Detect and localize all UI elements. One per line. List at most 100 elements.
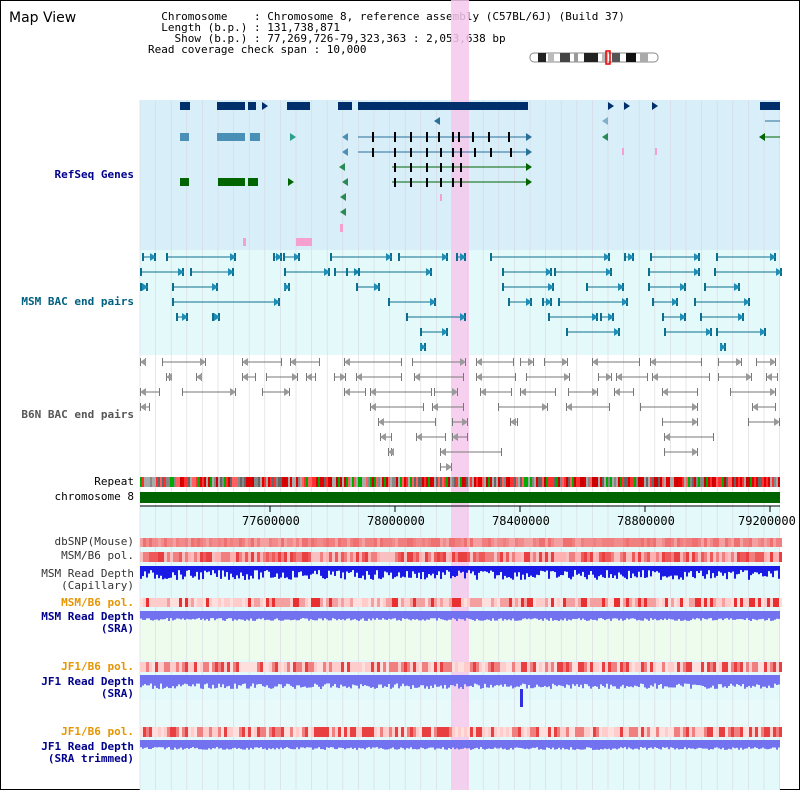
depth-bar: [210, 611, 212, 619]
pol-segment: [530, 662, 533, 672]
track-label-msm-depth-sra[interactable]: MSM Read Depth: [41, 610, 134, 623]
pol-segment: [485, 727, 488, 737]
pol-segment: [638, 727, 641, 737]
depth-bar: [688, 611, 690, 621]
track-label-jf1-b6-pol[interactable]: JF1/B6 pol.: [61, 660, 134, 673]
pol-segment: [374, 727, 377, 737]
depth-bar: [610, 566, 612, 575]
depth-bar: [580, 611, 582, 621]
depth-bar: [454, 740, 456, 750]
pol-segment: [569, 727, 572, 737]
depth-bar: [570, 740, 572, 748]
depth-bar: [426, 675, 428, 687]
strand-arrow: [694, 268, 700, 276]
repeat-segment: [760, 477, 762, 487]
depth-bar: [778, 675, 780, 685]
depth-bar: [286, 675, 288, 684]
track-label-msm-depth-capillary[interactable]: MSM Read Depth: [41, 567, 134, 580]
depth-bar: [366, 675, 368, 686]
dbsnp-segment: [653, 538, 656, 547]
pol-segment: [377, 727, 380, 737]
depth-bar: [518, 566, 520, 573]
pol-segment: [566, 662, 569, 672]
pol-segment: [254, 727, 257, 737]
strand-arrow: [476, 373, 482, 381]
pol-segment: [701, 727, 704, 737]
depth-bar: [768, 566, 770, 572]
track-label-jf1-depth-trimmed[interactable]: JF1 Read Depth: [41, 740, 134, 753]
pol-segment: [383, 662, 386, 672]
repeat-segment: [390, 477, 392, 487]
bac-end-marker: [266, 373, 267, 381]
strand-arrow: [566, 403, 572, 411]
depth-bar: [552, 675, 554, 684]
refseq-gene-features[interactable]: [180, 102, 780, 246]
chromosome-ideogram[interactable]: [529, 50, 659, 65]
gene-exon: [180, 133, 189, 141]
pol-segment: [593, 552, 596, 562]
pol-segment: [482, 727, 485, 737]
pol-segment: [254, 552, 257, 562]
pol-segment: [515, 727, 518, 737]
pol-segment: [740, 552, 743, 562]
track-label-jf1-depth-sra[interactable]: JF1 Read Depth: [41, 675, 134, 688]
pol-segment: [656, 598, 659, 607]
pol-segment: [272, 552, 275, 562]
pol-segment: [623, 552, 626, 562]
depth-bar: [740, 675, 742, 687]
depth-bar: [502, 566, 504, 580]
pol-segment: [608, 727, 611, 737]
repeat-segment: [284, 477, 286, 487]
depth-bar: [344, 740, 346, 750]
pol-segment: [389, 727, 392, 737]
depth-bar: [264, 566, 266, 572]
dbsnp-segment: [722, 538, 725, 547]
track-label-msm-bac[interactable]: MSM BAC end pairs: [21, 295, 134, 308]
strand-arrow: [528, 358, 534, 366]
depth-bar: [148, 611, 150, 619]
bac-end-marker: [700, 313, 702, 321]
pol-segment: [164, 598, 167, 607]
pol-segment: [683, 662, 686, 672]
dbsnp-segment: [371, 538, 374, 547]
depth-bar: [598, 611, 600, 619]
pol-segment: [311, 552, 314, 562]
track-label-msm-b6-pol[interactable]: MSM/B6 pol.: [61, 549, 134, 562]
msm-bac-features[interactable]: [140, 253, 782, 351]
depth-bar: [166, 675, 168, 687]
track-label-b6n-bac[interactable]: B6N BAC end pairs: [21, 408, 134, 421]
depth-bar: [466, 740, 468, 749]
track-label-dbsnp[interactable]: dbSNP(Mouse): [54, 535, 134, 548]
track-label-jf1-b6-pol-2[interactable]: JF1/B6 pol.: [61, 725, 134, 738]
depth-bar: [188, 566, 190, 571]
depth-bar: [150, 611, 152, 621]
b6n-bac-features[interactable]: [140, 358, 780, 471]
track-label-refseq[interactable]: RefSeq Genes: [54, 168, 134, 181]
pol-segment: [479, 598, 482, 607]
repeat-segment: [384, 477, 386, 487]
depth-bar: [274, 566, 276, 577]
pol-segment: [419, 598, 422, 607]
depth-bar: [586, 675, 588, 685]
depth-bar: [770, 611, 772, 621]
depth-bar: [708, 611, 710, 619]
pol-segment: [398, 552, 401, 562]
pol-segment: [731, 598, 734, 607]
depth-bar: [712, 675, 714, 686]
depth-bar: [218, 611, 220, 619]
depth-bar: [636, 740, 638, 749]
pol-segment: [716, 727, 719, 737]
pol-segment: [755, 598, 758, 607]
pol-segment: [407, 552, 410, 562]
depth-bar: [564, 740, 566, 750]
depth-bar: [766, 740, 768, 750]
pol-segment: [233, 552, 236, 562]
depth-bar: [302, 740, 304, 748]
track-label-msm-b6-pol-sra[interactable]: MSM/B6 pol.: [61, 596, 134, 609]
depth-bar: [482, 675, 484, 689]
pol-segment: [269, 727, 272, 737]
depth-bar: [368, 566, 370, 575]
bac-end-marker: [513, 358, 514, 366]
dbsnp-segment: [140, 538, 143, 547]
